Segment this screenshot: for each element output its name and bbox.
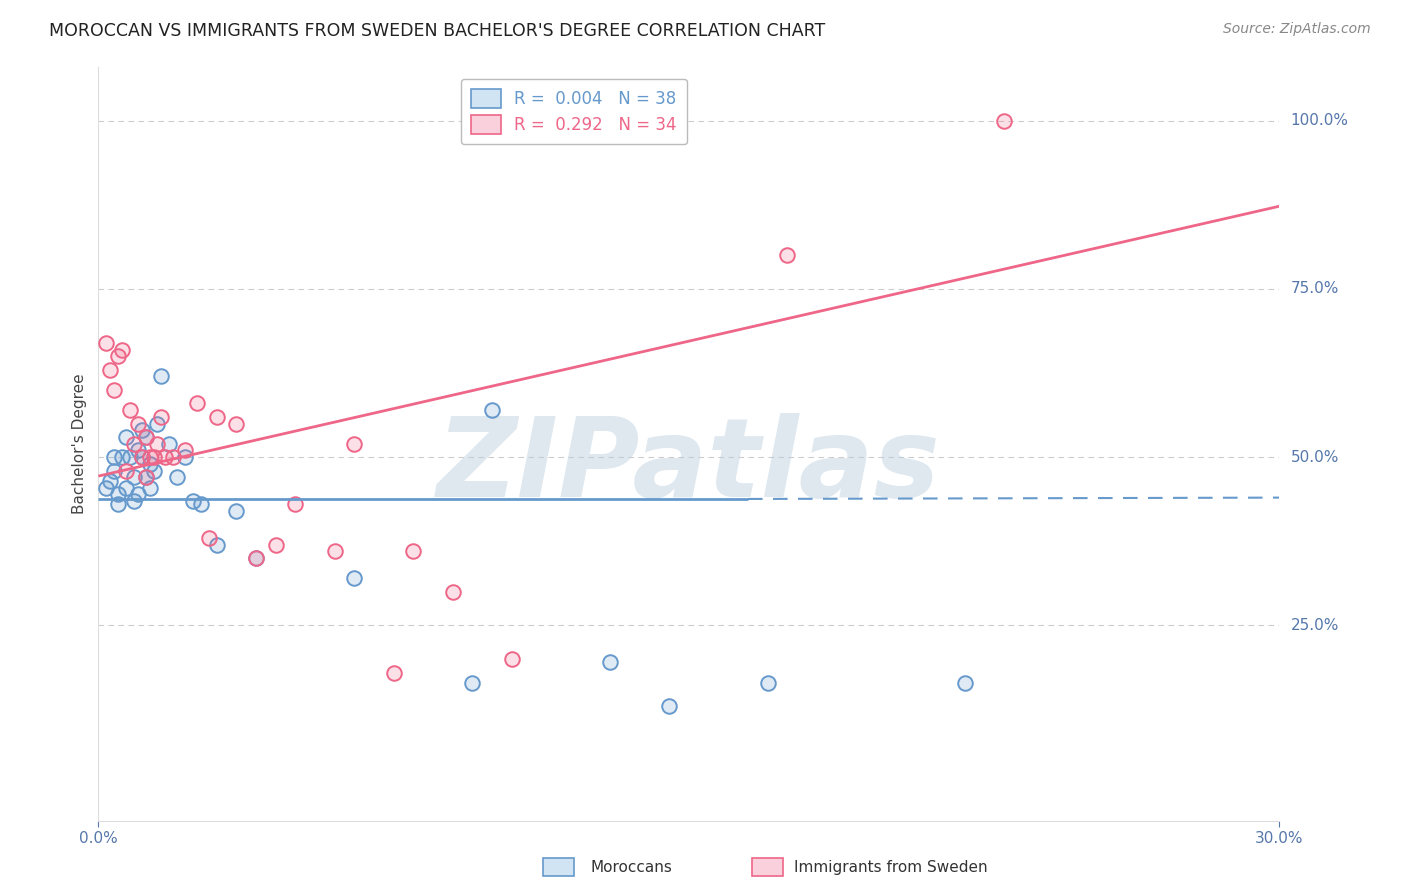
Point xyxy=(111,343,134,357)
Point xyxy=(343,437,366,451)
Point xyxy=(501,652,523,666)
Point xyxy=(756,675,779,690)
Point xyxy=(186,396,208,410)
Point xyxy=(190,497,212,511)
Point xyxy=(402,544,425,558)
Y-axis label: Bachelor's Degree: Bachelor's Degree xyxy=(72,374,87,514)
Legend: R =  0.004   N = 38, R =  0.292   N = 34: R = 0.004 N = 38, R = 0.292 N = 34 xyxy=(461,79,688,145)
Point xyxy=(135,430,157,444)
Point xyxy=(107,349,129,363)
Point xyxy=(953,675,976,690)
Point xyxy=(599,656,621,670)
Point xyxy=(118,403,141,417)
Point xyxy=(205,409,228,424)
Text: 25.0%: 25.0% xyxy=(1291,618,1339,633)
Point xyxy=(107,497,129,511)
Point xyxy=(441,584,464,599)
Point xyxy=(115,481,138,495)
Point xyxy=(131,423,153,437)
Point xyxy=(142,450,165,465)
Point xyxy=(135,470,157,484)
Point xyxy=(103,383,125,397)
Point xyxy=(174,443,197,458)
Point xyxy=(115,464,138,478)
Point xyxy=(103,450,125,465)
Point xyxy=(138,450,160,465)
Point xyxy=(245,551,267,566)
Text: 75.0%: 75.0% xyxy=(1291,282,1339,296)
Point xyxy=(103,464,125,478)
Point xyxy=(142,464,165,478)
Point xyxy=(96,335,118,350)
Point xyxy=(146,417,169,431)
Text: MOROCCAN VS IMMIGRANTS FROM SWEDEN BACHELOR'S DEGREE CORRELATION CHART: MOROCCAN VS IMMIGRANTS FROM SWEDEN BACHE… xyxy=(49,22,825,40)
Point xyxy=(382,665,405,680)
Point xyxy=(162,450,184,465)
Point xyxy=(993,113,1015,128)
Point xyxy=(157,437,180,451)
Point xyxy=(225,417,247,431)
Point xyxy=(98,363,121,377)
Point xyxy=(264,538,287,552)
Point xyxy=(122,437,145,451)
Point xyxy=(166,470,188,484)
Point xyxy=(323,544,346,558)
Point xyxy=(205,538,228,552)
Point xyxy=(131,450,153,465)
Point xyxy=(127,417,149,431)
Point xyxy=(127,487,149,501)
Text: Immigrants from Sweden: Immigrants from Sweden xyxy=(794,860,988,874)
Point xyxy=(138,457,160,471)
Point xyxy=(122,494,145,508)
Point xyxy=(174,450,197,465)
Point xyxy=(135,430,157,444)
Point xyxy=(150,409,173,424)
Point xyxy=(127,443,149,458)
Point xyxy=(284,497,307,511)
Point xyxy=(118,450,141,465)
Point xyxy=(122,470,145,484)
Text: ZIPatlas: ZIPatlas xyxy=(437,413,941,520)
Point xyxy=(658,699,681,714)
Point xyxy=(135,470,157,484)
Point xyxy=(115,430,138,444)
Point xyxy=(343,571,366,585)
Point xyxy=(111,450,134,465)
Point xyxy=(98,474,121,488)
Point xyxy=(96,481,118,495)
Text: Source: ZipAtlas.com: Source: ZipAtlas.com xyxy=(1223,22,1371,37)
Point xyxy=(461,675,484,690)
Point xyxy=(481,403,503,417)
Point xyxy=(155,450,177,465)
Text: 50.0%: 50.0% xyxy=(1291,450,1339,465)
Text: Moroccans: Moroccans xyxy=(591,860,672,874)
Point xyxy=(197,531,219,545)
Point xyxy=(146,437,169,451)
Point xyxy=(245,551,267,566)
Point xyxy=(138,481,160,495)
Point xyxy=(131,450,153,465)
Point xyxy=(776,248,799,262)
Point xyxy=(107,487,129,501)
Point xyxy=(150,369,173,384)
Point xyxy=(225,504,247,518)
Text: 100.0%: 100.0% xyxy=(1291,113,1348,128)
Point xyxy=(181,494,204,508)
